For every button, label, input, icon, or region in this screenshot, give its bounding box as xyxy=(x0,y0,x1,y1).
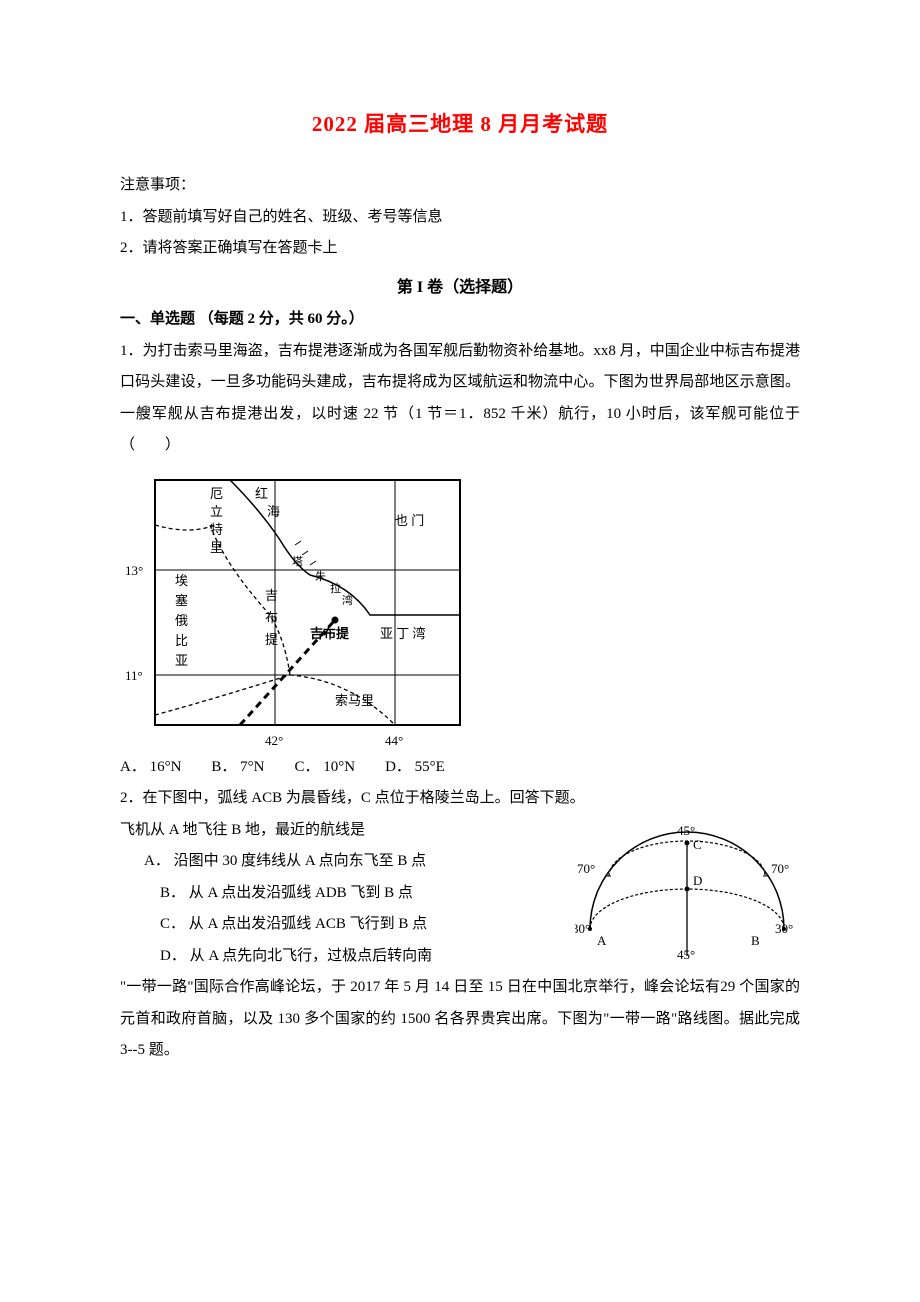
svg-text:索马里: 索马里 xyxy=(335,693,374,708)
svg-text:湾: 湾 xyxy=(342,593,353,607)
svg-text:立: 立 xyxy=(210,504,223,519)
subsection-single-choice: 一、单选题 （每题 2 分，共 60 分。） xyxy=(120,304,800,336)
question-2-left: 飞机从 A 地飞往 B 地，最近的航线是 A． 沿图中 30 度纬线从 A 点向… xyxy=(120,815,575,973)
svg-text:红: 红 xyxy=(255,486,268,501)
question-2-diagram: 45°CD70°70°30°30°AB45° xyxy=(575,815,800,961)
svg-text:吉: 吉 xyxy=(265,588,278,603)
djibouti-map-svg: 13° 11° 42° 44° 厄立特里 红海也 门埃塞俄比亚 吉布提 吉布提 亚 丁 湾索马里… xyxy=(120,470,470,750)
question-2-option-a: A． 沿图中 30 度纬线从 A 点向东飞至 B 点 xyxy=(120,846,575,878)
question-1-options: A． 16°N B． 7°N C． 10°N D． 55°E xyxy=(120,752,800,784)
svg-text:13°: 13° xyxy=(125,563,143,578)
svg-text:42°: 42° xyxy=(265,733,283,748)
svg-text:C: C xyxy=(693,837,702,852)
question-2-option-b: B． 从 A 点出发沿弧线 ADB 飞到 B 点 xyxy=(120,878,575,910)
svg-text:D: D xyxy=(693,873,702,888)
svg-text:里: 里 xyxy=(210,540,223,555)
question-1-text: 1．为打击索马里海盗，吉布提港逐渐成为各国军舰后勤物资补给基地。xx8 月，中国… xyxy=(120,336,800,462)
svg-text:30°: 30° xyxy=(775,921,793,936)
svg-text:B: B xyxy=(751,933,760,948)
question-1-map: 13° 11° 42° 44° 厄立特里 红海也 门埃塞俄比亚 吉布提 吉布提 亚 丁 湾索马里… xyxy=(120,470,800,750)
svg-text:11°: 11° xyxy=(125,668,143,683)
svg-text:吉布提: 吉布提 xyxy=(310,626,350,641)
question-2-option-d: D． 从 A 点先向北飞行，过极点后转向南 xyxy=(120,941,575,973)
svg-text:布: 布 xyxy=(265,610,278,625)
svg-text:朱: 朱 xyxy=(315,570,326,583)
svg-text:厄: 厄 xyxy=(210,486,223,501)
svg-text:埃: 埃 xyxy=(175,573,188,588)
svg-text:也 门: 也 门 xyxy=(395,513,424,528)
question-2-option-c: C． 从 A 点出发沿弧线 ACB 飞行到 B 点 xyxy=(120,909,575,941)
svg-text:特: 特 xyxy=(210,522,223,537)
section-1-heading: 第 I 卷（选择题） xyxy=(120,271,800,305)
instructions-label: 注意事项： xyxy=(120,170,800,202)
svg-text:44°: 44° xyxy=(385,733,403,748)
instruction-1: 1．答题前填写好自己的姓名、班级、考号等信息 xyxy=(120,202,800,234)
instruction-2: 2．请将答案正确填写在答题卡上 xyxy=(120,233,800,265)
passage-text: "一带一路"国际合作高峰论坛，于 2017 年 5 月 14 日至 15 日在中… xyxy=(120,972,800,1067)
exam-page: 2022 届高三地理 8 月月考试题 注意事项： 1．答题前填写好自己的姓名、班… xyxy=(0,0,920,1302)
svg-text:拉: 拉 xyxy=(330,581,341,595)
svg-text:塞: 塞 xyxy=(175,593,188,608)
question-2-subtext: 飞机从 A 地飞往 B 地，最近的航线是 xyxy=(120,815,575,847)
svg-text:70°: 70° xyxy=(771,861,789,876)
svg-text:塔: 塔 xyxy=(292,555,303,568)
svg-text:45°: 45° xyxy=(677,947,695,961)
svg-text:30°: 30° xyxy=(575,921,590,936)
svg-text:提: 提 xyxy=(265,632,278,647)
globe-diagram-svg: 45°CD70°70°30°30°AB45° xyxy=(575,821,800,961)
svg-text:A: A xyxy=(597,933,607,948)
question-2-row: 飞机从 A 地飞往 B 地，最近的航线是 A． 沿图中 30 度纬线从 A 点向… xyxy=(120,815,800,973)
exam-title: 2022 届高三地理 8 月月考试题 xyxy=(120,108,800,138)
question-2-text: 2．在下图中，弧线 ACB 为晨昏线，C 点位于格陵兰岛上。回答下题。 xyxy=(120,783,800,815)
svg-text:亚 丁 湾: 亚 丁 湾 xyxy=(380,626,426,641)
svg-text:70°: 70° xyxy=(577,861,595,876)
svg-text:比: 比 xyxy=(175,633,188,648)
svg-text:海: 海 xyxy=(267,504,280,519)
svg-text:亚: 亚 xyxy=(175,653,188,668)
svg-text:45°: 45° xyxy=(677,823,695,838)
svg-text:俄: 俄 xyxy=(175,613,188,628)
